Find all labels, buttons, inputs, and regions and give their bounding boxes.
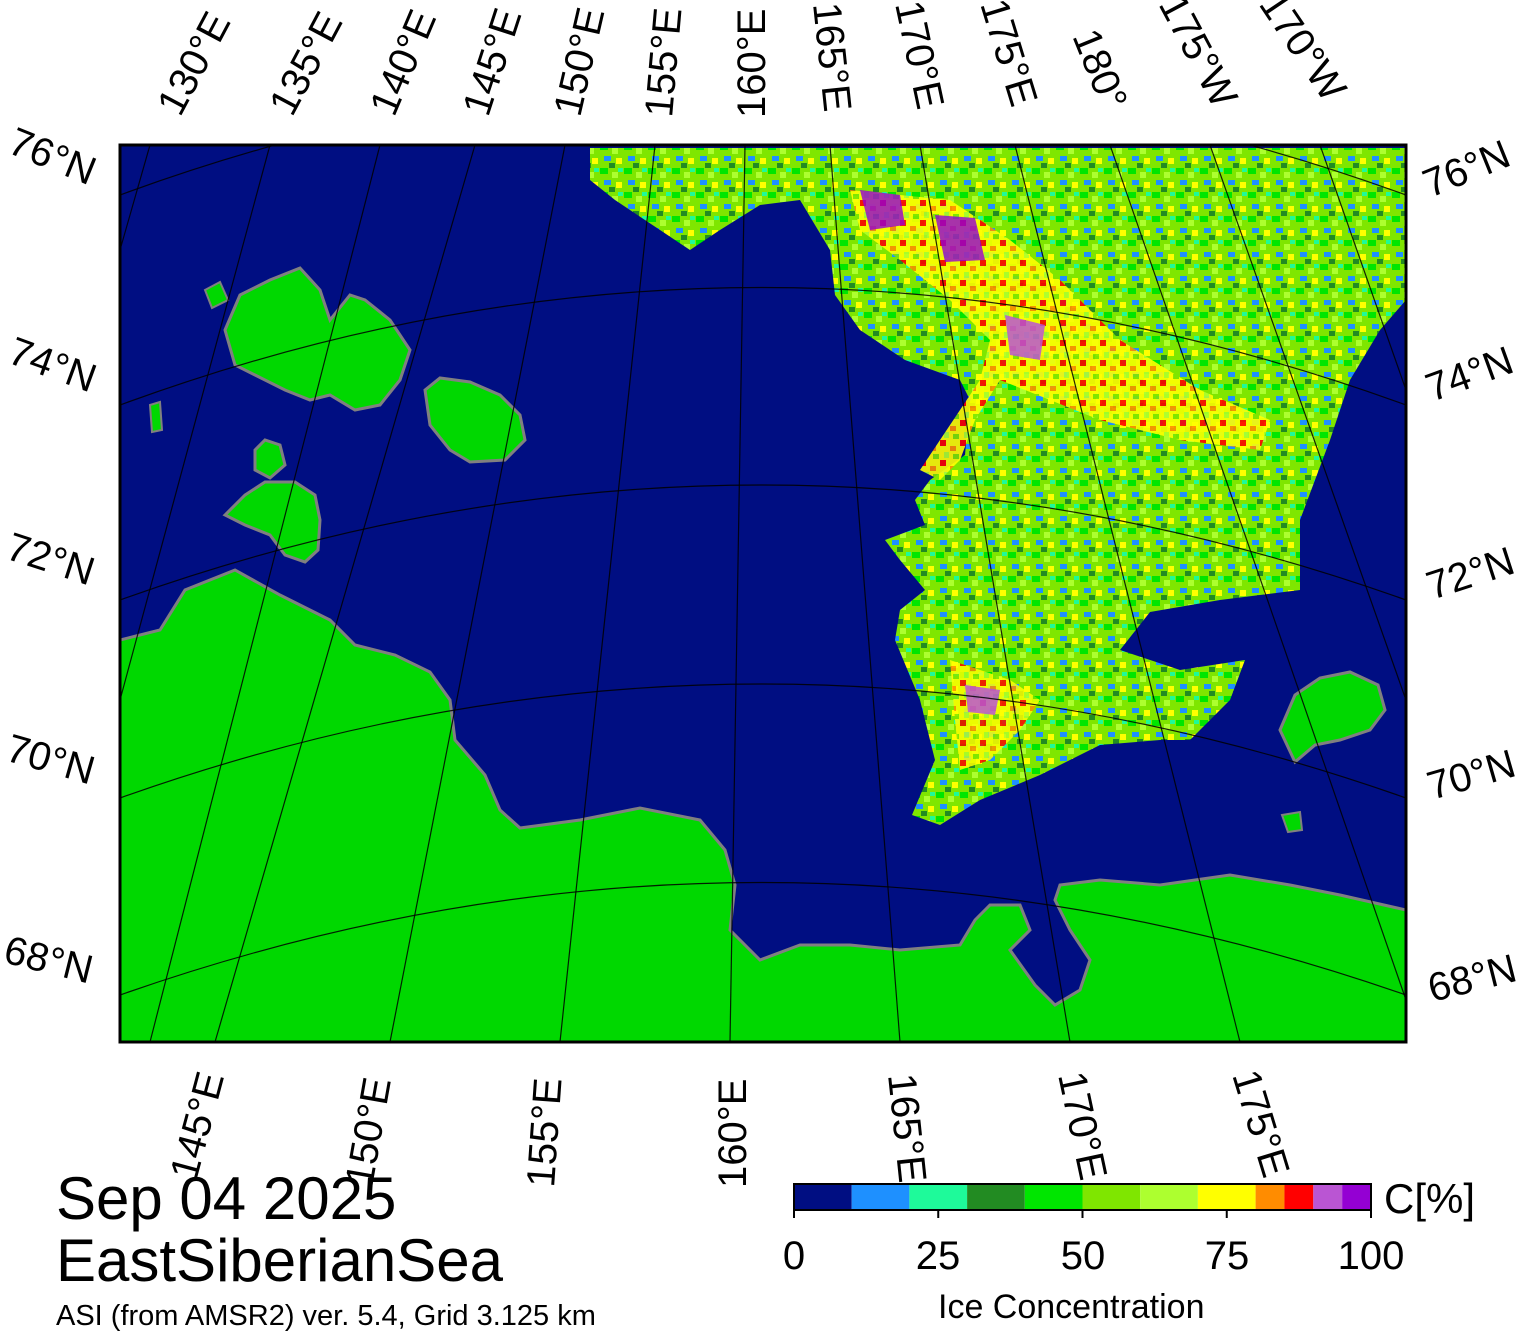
lon-label: 160°E — [711, 1079, 755, 1188]
colorbar-title: Ice Concentration — [938, 1288, 1205, 1326]
colorbar-class — [794, 1184, 852, 1210]
lon-label: 170°W — [1251, 0, 1355, 109]
colorbar-tick: 25 — [915, 1234, 961, 1278]
map-date: Sep 04 2025 — [56, 1165, 397, 1232]
colorbar-class — [1284, 1184, 1314, 1210]
colorbar-class — [909, 1184, 968, 1210]
lon-label: 135°E — [261, 5, 351, 122]
sea-ice-field — [590, 148, 1406, 825]
top-longitude-labels: 130°E 135°E 140°E 145°E 150°E 155°E 160°… — [149, 0, 1354, 122]
left-latitude-labels: 76°N 74°N 72°N 70°N 68°N — [0, 120, 102, 993]
map-frame — [118, 143, 1408, 1044]
latitude-graticule — [120, 145, 1406, 996]
colorbar — [793, 1184, 1372, 1218]
lon-label: 150°E — [546, 4, 613, 121]
right-latitude-labels: 76°N 74°N 72°N 70°N 68°N — [1417, 132, 1521, 1011]
new-siberian-island — [223, 266, 412, 412]
colorbar-class — [1024, 1184, 1083, 1210]
colorbar-tick: 100 — [1337, 1234, 1405, 1278]
lon-label: 175°E — [971, 0, 1045, 111]
colorbar-tick: 0 — [782, 1234, 806, 1278]
lon-label: 165°E — [879, 1071, 934, 1184]
lon-label: 175°E — [1223, 1065, 1297, 1183]
colorbar-class — [851, 1184, 910, 1210]
colorbar-tick: 75 — [1204, 1234, 1250, 1278]
lat-label: 76°N — [3, 120, 102, 194]
new-siberian-island — [253, 438, 287, 480]
lon-label: 155°E — [637, 6, 690, 119]
lon-label: 140°E — [362, 4, 445, 122]
lon-label: 160°E — [730, 9, 774, 118]
lon-label: 175°W — [1150, 0, 1246, 115]
lat-label: 74°N — [1420, 339, 1519, 411]
longitude-graticule — [120, 145, 1406, 1042]
lat-label: 68°N — [1424, 946, 1521, 1010]
lon-label: 170°E — [886, 0, 952, 113]
small-island — [148, 400, 164, 434]
new-siberian-island — [222, 480, 322, 564]
lon-label: 165°E — [804, 0, 859, 113]
lat-label: 70°N — [2, 726, 100, 793]
siberian-mainland — [120, 568, 1406, 1042]
lon-label: 170°E — [1049, 1068, 1115, 1184]
lon-label: 180° — [1064, 23, 1136, 116]
lon-label: 145°E — [455, 3, 531, 121]
colorbar-class — [1255, 1184, 1285, 1210]
colorbar-class — [1140, 1184, 1198, 1210]
sea-ice-high-concentration — [850, 190, 1270, 480]
sea-ice-purple-patch — [965, 685, 1000, 715]
colorbar-class — [1313, 1184, 1343, 1210]
colorbar-class — [1082, 1184, 1141, 1210]
small-island — [1280, 810, 1304, 834]
lon-label: 130°E — [149, 5, 239, 122]
lat-label: 72°N — [1, 525, 100, 594]
lat-label: 70°N — [1422, 742, 1520, 809]
lat-label: 76°N — [1417, 132, 1516, 206]
sea-ice-purple-patch — [860, 190, 905, 230]
region-title: EastSiberianSea — [56, 1227, 503, 1294]
product-subtitle: ASI (from AMSR2) ver. 5.4, Grid 3.125 km — [56, 1300, 596, 1332]
colorbar-class — [1197, 1184, 1256, 1210]
sea-ice-purple-patch — [935, 215, 985, 262]
colorbar-tick: 50 — [1060, 1234, 1106, 1278]
lat-label: 74°N — [3, 329, 102, 401]
colorbar-frame — [793, 1183, 1372, 1211]
colorbar-class — [1342, 1184, 1371, 1210]
sea-ice-purple-patch — [1005, 315, 1045, 360]
wrangel-island — [1278, 670, 1387, 765]
colorbar-class — [967, 1184, 1025, 1210]
lat-label: 68°N — [0, 928, 97, 992]
colorbar-unit-label: C[%] — [1384, 1175, 1476, 1222]
new-siberian-island — [423, 376, 527, 464]
lon-label: 155°E — [519, 1076, 571, 1188]
lat-label: 72°N — [1421, 539, 1520, 608]
